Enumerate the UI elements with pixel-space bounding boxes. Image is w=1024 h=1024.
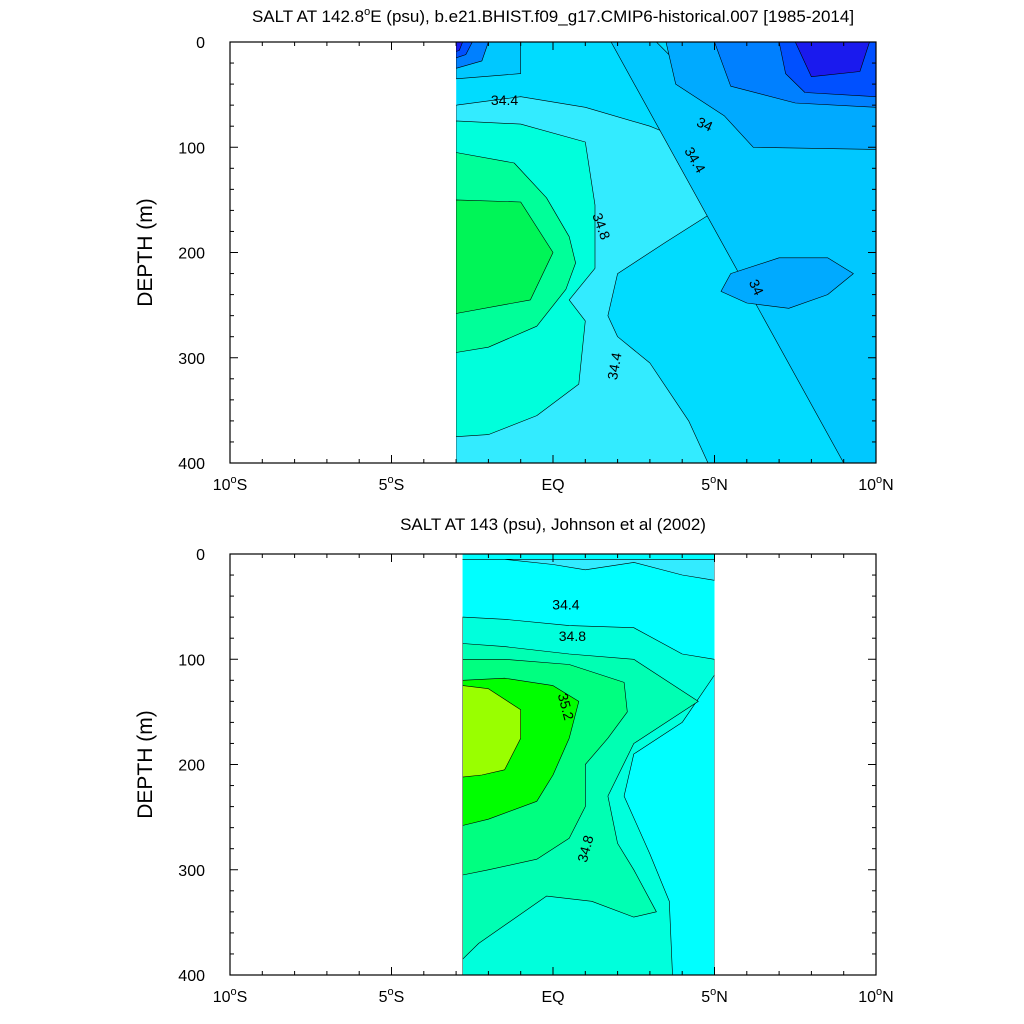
- salinity-field: 34.4 34.8 35.2 34.8: [462, 554, 715, 975]
- y-tick-label: 200: [178, 758, 205, 775]
- contour-label: 34.8: [574, 833, 597, 864]
- salt-34.0-34.2-eddy-region: [720, 257, 854, 309]
- salt-35.0-35.2-region: [456, 199, 554, 314]
- salt-nw-corner-3-region: [456, 42, 463, 52]
- contour-label: 35.2: [555, 691, 578, 722]
- y-tick-label: 0: [196, 547, 205, 564]
- observed-salinity-panel: SALT AT 143 (psu), Johnson et al (2002) 3…: [134, 515, 894, 1006]
- y-tick-label: 400: [178, 968, 205, 985]
- y-axis-label: DEPTH (m): [134, 710, 157, 819]
- x-tick-label: 5oS: [379, 474, 405, 494]
- salt-34.6-34.8-cut-region: [623, 674, 715, 975]
- contour-label: 34: [694, 114, 715, 135]
- y-tick-label: 100: [178, 652, 205, 669]
- contour-label: 34.8: [559, 628, 586, 644]
- contour-label: 34: [746, 277, 767, 298]
- y-tick-label: 0: [196, 35, 205, 52]
- salt-above-35.4-region: [462, 685, 522, 778]
- salt-34.2-34.4-region: [462, 558, 715, 581]
- contour-label: 34.4: [604, 351, 625, 381]
- salt-below-33.6-region: [794, 42, 870, 77]
- x-tick-label: 10oS: [213, 474, 248, 494]
- contour-label: 34.4: [552, 597, 579, 613]
- y-tick-label: 400: [178, 456, 205, 473]
- chart-title: SALT AT 142.8oE (psu), b.e21.BHIST.f09_g…: [252, 6, 854, 26]
- x-tick-label: 5oN: [701, 474, 728, 494]
- y-tick-label: 200: [178, 246, 205, 263]
- x-tick-label: 10oN: [858, 986, 893, 1006]
- chart-title: SALT AT 143 (psu), Johnson et al (2002): [400, 515, 706, 534]
- x-tick-label: EQ: [541, 477, 564, 494]
- model-salinity-panel: SALT AT 142.8oE (psu), b.e21.BHIST.f09_g…: [134, 6, 894, 494]
- y-tick-label: 300: [178, 863, 205, 880]
- y-tick-label: 300: [178, 351, 205, 368]
- y-axis-label: DEPTH (m): [134, 198, 157, 307]
- x-tick-label: 10oS: [213, 986, 248, 1006]
- x-tick-label: 10oN: [858, 474, 893, 494]
- x-tick-label: 5oN: [701, 986, 728, 1006]
- x-tick-label: EQ: [541, 989, 564, 1006]
- contour-label: 34.4: [491, 92, 518, 108]
- y-tick-label: 100: [178, 140, 205, 157]
- x-tick-label: 5oS: [379, 986, 405, 1006]
